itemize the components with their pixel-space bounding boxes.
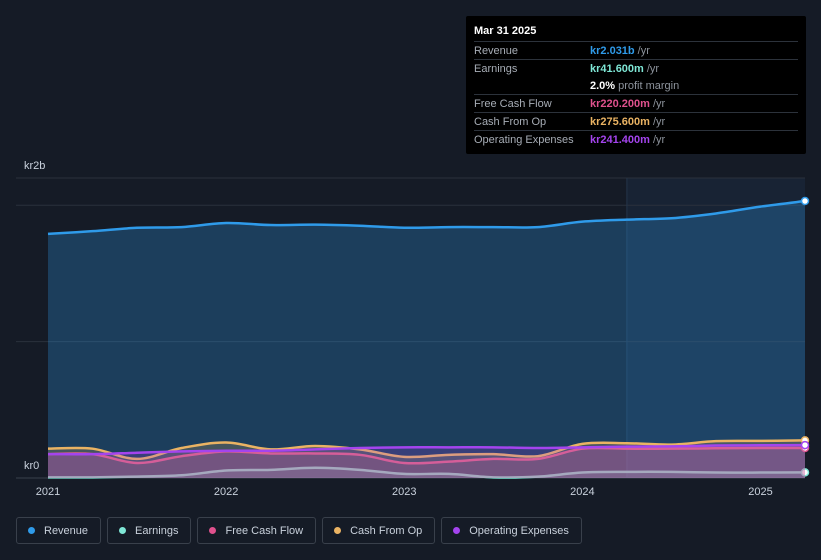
axis-labels: kr2b kr0 2021 2022 2023 2024 2025 — [24, 160, 773, 498]
legend-dot-icon — [334, 527, 342, 534]
tooltip-row-value: kr41.600m — [590, 62, 644, 75]
legend-label: Revenue — [44, 524, 89, 537]
x-tick-label: 2022 — [214, 486, 238, 498]
legend-dot-icon — [209, 527, 217, 534]
tooltip-row-label: Free Cash Flow — [474, 97, 552, 110]
series-layer — [47, 196, 810, 479]
tooltip-row-value: kr220.200m — [590, 97, 650, 110]
series-area-revenue — [48, 201, 805, 478]
chart-area: kr2b kr0 2021 2022 2023 2024 2025 — [16, 160, 810, 498]
legend-item[interactable]: Revenue — [16, 517, 102, 544]
tooltip-row-value: kr2.031b — [590, 44, 635, 57]
series-line-operating-expenses — [47, 443, 806, 456]
legend-label: Operating Expenses — [469, 524, 569, 537]
legend-item[interactable]: Operating Expenses — [441, 517, 582, 544]
tooltip-row-label: Cash From Op — [474, 115, 547, 128]
tooltip-row: Earnings kr41.600m/yr — [474, 59, 798, 77]
series-end-point — [800, 196, 810, 206]
grid-lines — [16, 177, 805, 479]
series-line-free-cash-flow — [47, 446, 806, 465]
tooltip-row: Free Cash Flow kr220.200m/yr — [474, 94, 798, 112]
tooltip-row-label: Revenue — [474, 44, 519, 57]
tooltip-row: Operating Expenses kr241.400m/yr — [474, 130, 798, 148]
tooltip-row-label: Operating Expenses — [474, 133, 574, 146]
legend-item[interactable]: Earnings — [107, 517, 192, 544]
tooltip-row-unit: /yr — [652, 115, 666, 128]
series-area-free-cash-flow — [48, 447, 805, 478]
legend-label: Earnings — [135, 524, 179, 537]
legend-label: Cash From Op — [350, 524, 423, 537]
series-line-cash-from-op — [47, 439, 806, 461]
legend-dot-icon — [453, 527, 461, 534]
tooltip-row-unit: /yr — [652, 97, 666, 110]
tooltip-row-label: Earnings — [474, 62, 518, 75]
legend-dot-icon — [28, 527, 35, 534]
x-tick-label: 2023 — [392, 486, 416, 498]
tooltip-row: Revenue kr2.031b/yr — [474, 41, 798, 59]
series-line-revenue — [47, 199, 806, 236]
y-tick-label: kr0 — [24, 460, 39, 472]
series-end-point — [800, 468, 810, 477]
legend: Revenue Earnings Free Cash Flow Cash From O… — [16, 517, 582, 544]
x-tick-label: 2021 — [36, 486, 60, 498]
x-tick-label: 2025 — [748, 486, 772, 498]
legend-dot-icon — [119, 527, 127, 534]
x-tick-label: 2024 — [570, 486, 594, 498]
legend-item[interactable]: Cash From Op — [322, 517, 436, 544]
tooltip-row-unit: /yr — [652, 133, 666, 146]
tooltip-row-value: 2.0% — [590, 79, 616, 92]
tooltip-row-value: kr241.400m — [590, 133, 650, 146]
series-line-earnings — [47, 466, 806, 479]
tooltip-panel: Mar 31 2025 Revenue kr2.031b/yr Earnings kr… — [466, 16, 806, 154]
legend-item[interactable]: Free Cash Flow — [197, 517, 317, 544]
tooltip-date: Mar 31 2025 — [474, 25, 537, 37]
tooltip-row: Cash From Op kr275.600m/yr — [474, 112, 798, 130]
tooltip-row-value: kr275.600m — [590, 115, 650, 128]
tooltip-row-unit: /yr — [637, 44, 650, 57]
series-area-operating-expenses — [48, 445, 805, 478]
tooltip-row-unit: /yr — [646, 62, 660, 75]
tooltip-row-unit: profit margin — [618, 79, 680, 92]
y-tick-label: kr2b — [24, 160, 45, 172]
legend-label: Free Cash Flow — [225, 524, 304, 537]
series-end-point — [800, 440, 810, 450]
tooltip-row: 2.0% profit margin — [474, 77, 798, 94]
forecast-highlight-band — [626, 178, 805, 478]
